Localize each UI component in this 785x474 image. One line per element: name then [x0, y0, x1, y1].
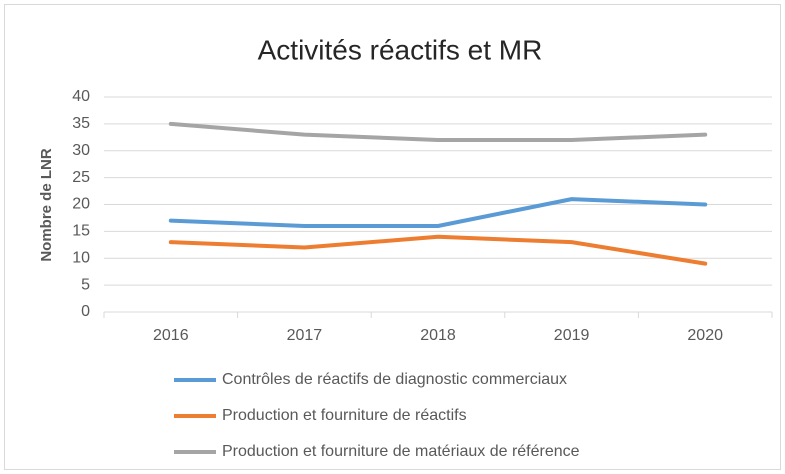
y-axis-label: Nombre de LNR [38, 148, 55, 262]
legend-label: Production et fourniture de matériaux de… [222, 443, 580, 460]
x-tick-label: 2019 [554, 327, 590, 344]
legend-label: Production et fourniture de réactifs [222, 407, 467, 424]
y-tick-label: 25 [72, 169, 90, 186]
line-series [168, 234, 708, 266]
y-tick-label: 20 [72, 196, 90, 213]
x-tick-label: 2018 [420, 327, 456, 344]
chart-title: Activités réactifs et MR [258, 34, 543, 65]
y-tick-label: 5 [81, 276, 90, 293]
x-tick-label: 2020 [687, 327, 723, 344]
y-tick-label: 35 [72, 115, 90, 132]
line-series [168, 121, 708, 142]
y-tick-label: 0 [81, 303, 90, 320]
legend-label: Contrôles de réactifs de diagnostic comm… [222, 371, 567, 388]
x-tick-label: 2017 [287, 327, 323, 344]
y-tick-label: 15 [72, 223, 90, 240]
y-tick-label: 40 [72, 88, 90, 105]
y-tick-label: 10 [72, 249, 90, 266]
line-series [168, 197, 708, 228]
chart-frame [4, 4, 781, 470]
y-tick-label: 30 [72, 142, 90, 159]
x-tick-label: 2016 [153, 327, 189, 344]
